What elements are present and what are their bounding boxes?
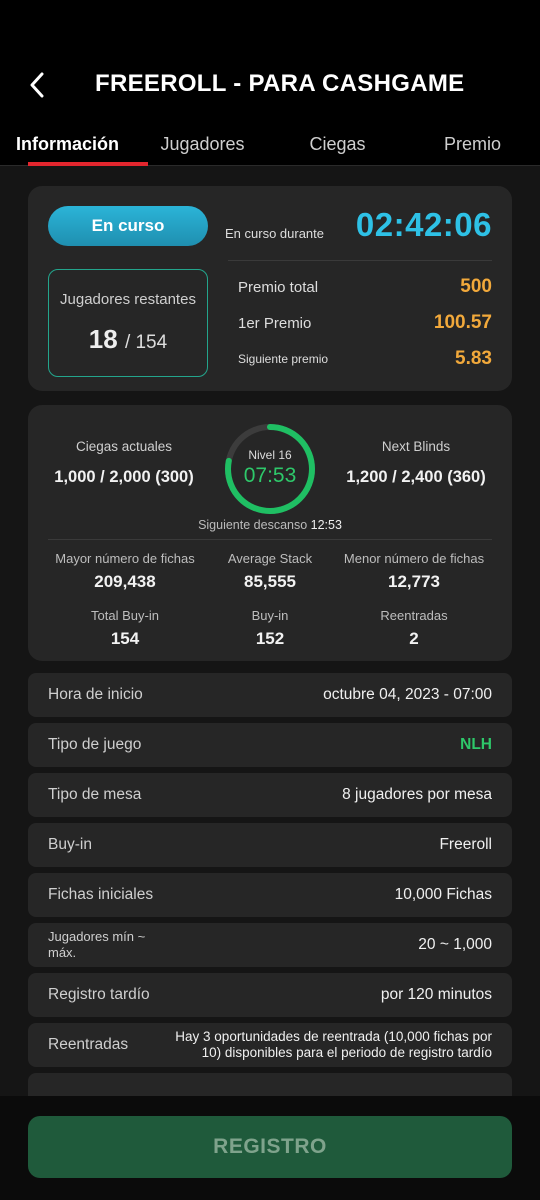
prize-value: 100.57	[433, 312, 492, 333]
detail-value: NLH	[460, 736, 492, 753]
status-badge: En curso	[48, 206, 208, 246]
level-timer: 07:53	[243, 464, 297, 487]
detail-value: por 120 minutos	[380, 986, 492, 1003]
detail-row-game-type: Tipo de juego NLH	[28, 723, 512, 767]
detail-key: Buy-in	[48, 836, 92, 853]
back-button[interactable]	[22, 68, 52, 102]
stat-label: Average Stack	[227, 551, 313, 566]
prize-row-total: Premio total 500	[238, 276, 492, 298]
prize-label: Siguiente premio	[238, 352, 329, 366]
detail-row-late-registration: Registro tardío por 120 minutos	[28, 973, 512, 1017]
next-break-value: 12:53	[310, 518, 342, 532]
detail-row-partial	[28, 1073, 512, 1096]
level-label: Nivel 16	[248, 448, 292, 462]
detail-key: Reentradas	[48, 1036, 129, 1053]
prize-value: 5.83	[455, 348, 492, 369]
detail-value: 8 jugadores por mesa	[342, 786, 492, 803]
stat-reentries: Reentradas 2	[334, 608, 494, 649]
detail-value: 10,000 Fichas	[394, 886, 492, 903]
detail-value: octubre 04, 2023 - 07:00	[323, 686, 492, 703]
stat-label: Total Buy-in	[91, 608, 159, 623]
stat-value: 209,438	[94, 572, 156, 591]
detail-value: 20 ~ 1,000	[418, 936, 492, 953]
register-bar: REGISTRO	[0, 1096, 540, 1200]
detail-row-min-max-players: Jugadores mín ~ máx. 20 ~ 1,000	[28, 923, 512, 967]
register-button[interactable]: REGISTRO	[28, 1116, 512, 1178]
prize-value: 500	[460, 276, 492, 297]
tab-premio[interactable]: Premio	[443, 134, 501, 154]
stat-value: 2	[409, 629, 419, 648]
content-scroll[interactable]: En curso En curso durante 02:42:06 Jugad…	[0, 166, 540, 1096]
stat-average-stack: Average Stack 85,555	[190, 551, 350, 592]
detail-row-reentries: Reentradas Hay 3 oportunidades de reentr…	[28, 1023, 512, 1067]
players-remaining-box: Jugadores restantes 18 / 154	[48, 269, 208, 377]
detail-key: Tipo de juego	[48, 736, 142, 753]
detail-key: Registro tardío	[48, 986, 150, 1003]
next-blinds-label: Next Blinds	[381, 439, 451, 454]
detail-value: Freeroll	[439, 836, 492, 853]
prize-label: Premio total	[238, 278, 319, 296]
chevron-left-icon	[30, 72, 44, 98]
current-blinds: Ciegas actuales 1,000 / 2,000 (300)	[39, 439, 209, 487]
tab-bar: Información Jugadores Ciegas Premio	[0, 120, 540, 166]
detail-row-start-time: Hora de inicio octubre 04, 2023 - 07:00	[28, 673, 512, 717]
stat-value: 85,555	[244, 572, 296, 591]
stat-smallest-stack: Menor número de fichas 12,773	[334, 551, 494, 592]
detail-row-table-type: Tipo de mesa 8 jugadores por mesa	[28, 773, 512, 817]
level-progress-arc	[225, 424, 315, 514]
players-remaining-label: Jugadores restantes	[60, 291, 196, 308]
players-remaining-count: 18	[88, 324, 118, 354]
stat-value: 152	[255, 629, 285, 648]
level-display: Nivel 16 07:53	[222, 421, 318, 517]
current-blinds-value: 1,000 / 2,000 (300)	[54, 468, 194, 486]
tab-informacion[interactable]: Información	[0, 120, 148, 166]
prize-label: 1er Premio	[238, 314, 312, 332]
detail-key: Tipo de mesa	[48, 786, 142, 803]
detail-key: Fichas iniciales	[48, 886, 154, 903]
prize-row-first: 1er Premio 100.57	[238, 312, 492, 334]
next-blinds-value: 1,200 / 2,400 (360)	[346, 468, 486, 486]
stat-label: Menor número de fichas	[343, 551, 485, 566]
stat-value: 12,773	[388, 572, 440, 591]
running-label: En curso durante	[225, 226, 325, 241]
stat-buyin: Buy-in 152	[190, 608, 350, 649]
stat-total-buyin: Total Buy-in 154	[45, 608, 205, 649]
divider	[228, 260, 492, 261]
blinds-card: Ciegas actuales 1,000 / 2,000 (300) Nive…	[28, 405, 512, 661]
detail-row-buyin: Buy-in Freeroll	[28, 823, 512, 867]
prize-row-next: Siguiente premio 5.83	[238, 348, 492, 370]
summary-card: En curso En curso durante 02:42:06 Jugad…	[28, 186, 512, 391]
detail-row-starting-chips: Fichas iniciales 10,000 Fichas	[28, 873, 512, 917]
running-timer: 02:42:06	[355, 206, 492, 243]
next-break: Siguiente descanso 12:53	[28, 518, 512, 532]
detail-value: Hay 3 oportunidades de reentrada (10,000…	[175, 1029, 492, 1060]
level-progress-ring	[225, 424, 315, 514]
next-blinds: Next Blinds 1,200 / 2,400 (360)	[331, 439, 501, 487]
tab-ciegas[interactable]: Ciegas	[309, 134, 366, 154]
stat-label: Reentradas	[380, 608, 448, 623]
divider	[48, 539, 492, 540]
players-remaining-value: 18 / 154	[49, 324, 207, 355]
players-total-count: / 154	[124, 332, 168, 353]
next-break-label: Siguiente descanso	[198, 518, 308, 532]
current-blinds-label: Ciegas actuales	[75, 439, 173, 454]
stat-label: Mayor número de fichas	[55, 551, 195, 566]
page-title: FREEROLL - PARA CASHGAME	[95, 70, 465, 97]
header: FREEROLL - PARA CASHGAME	[0, 0, 540, 120]
tab-jugadores[interactable]: Jugadores	[160, 134, 245, 154]
stat-value: 154	[110, 629, 140, 648]
detail-key: Hora de inicio	[48, 686, 143, 703]
stat-largest-stack: Mayor número de fichas 209,438	[45, 551, 205, 592]
detail-key: Jugadores mín ~ máx.	[48, 929, 146, 960]
stat-label: Buy-in	[251, 608, 289, 623]
